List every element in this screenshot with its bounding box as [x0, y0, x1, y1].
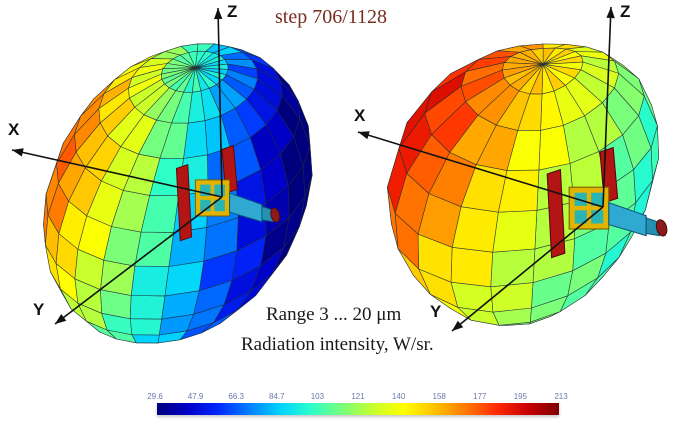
satellite-model [175, 145, 281, 242]
left-surface-plot [11, 7, 313, 344]
body-panel-cell [574, 192, 587, 206]
instrument-nose [261, 205, 274, 223]
y-axis-left-arrowhead [55, 314, 67, 324]
step-counter: step 706/1128 [275, 6, 388, 28]
caption-intensity: Radiation intensity, W/sr. [241, 334, 434, 355]
z-axis-right [602, 6, 615, 208]
colorbar-tick: 158 [432, 392, 446, 401]
mesh-face [100, 259, 136, 296]
colorbar-tick: 103 [310, 392, 325, 401]
x-axis-right-arrowhead [358, 131, 370, 140]
x-axis-left-line [11, 149, 223, 198]
caption-range: Range 3 ... 20 μm [266, 304, 402, 325]
y-axis-left [54, 196, 223, 325]
body-panel-cell [214, 184, 225, 197]
z-axis-left-line [217, 7, 223, 198]
axis-label-y-left: Y [33, 300, 45, 319]
y-axis-right-arrowhead [452, 320, 464, 331]
z-axis-right-arrowhead [606, 7, 615, 19]
axis-label-y-right: Y [430, 302, 442, 321]
mesh-face [492, 210, 538, 253]
body-panel-cell [200, 199, 211, 212]
z-axis-left-arrowhead [214, 8, 223, 20]
z-axis-right-line [602, 6, 612, 208]
colorbar-tick: 29.6 [147, 392, 163, 401]
axis-label-z-left: Z [227, 2, 238, 21]
satellite-model [546, 146, 668, 259]
axis-label-z-right: Z [620, 2, 631, 21]
axis-label-x-right: X [354, 106, 366, 125]
instrument-cylinder [229, 192, 263, 223]
y-axis-right [451, 206, 604, 332]
body-panel-cell [574, 210, 587, 224]
instrument-cap [270, 207, 281, 223]
colorbar-tick: 177 [473, 392, 487, 401]
colorbar-gradient [157, 403, 559, 415]
colorbar: 29.6 47.9 66.3 84.7 103 121 140 158 177 195 213 [147, 391, 568, 419]
x-axis-left [11, 148, 223, 198]
colorbar-tick: 47.9 [187, 392, 204, 401]
colorbar-tick: 121 [351, 392, 365, 401]
mesh-face [498, 169, 540, 213]
mesh-face [130, 265, 170, 297]
colorbar-tick: 195 [513, 392, 528, 401]
body-panel-cell [591, 192, 604, 206]
right-surface-plot [357, 6, 668, 332]
instrument-nose [645, 217, 660, 237]
mesh-face [490, 282, 534, 313]
instrument-cap [655, 219, 668, 237]
axis-label-x-left: X [8, 120, 20, 139]
x-axis-right-line [357, 131, 604, 208]
instrument-cylinder [608, 201, 647, 237]
surface-mesh [43, 43, 313, 344]
mesh-face [129, 295, 166, 320]
mesh-face [131, 334, 160, 344]
y-axis-left-line [54, 196, 223, 325]
surface-mesh [387, 43, 660, 326]
colorbar-tick: 140 [391, 392, 406, 401]
body-panel-cell [200, 184, 211, 197]
y-axis-right-line [451, 206, 604, 332]
z-axis-left [214, 7, 223, 198]
x-axis-left-arrowhead [12, 148, 24, 157]
mesh-face [129, 318, 162, 336]
colorbar-tick: 213 [554, 392, 568, 401]
solar-panel-left [175, 164, 193, 242]
mesh-face [450, 247, 494, 288]
colorbar-ticks: 29.6 47.9 66.3 84.7 103 121 140 158 177 195 213 [147, 391, 567, 402]
colorbar-tick: 84.7 [269, 392, 285, 401]
colorbar-tick: 66.3 [228, 392, 244, 401]
x-axis-right [357, 131, 604, 208]
body-panel-cell [214, 199, 225, 212]
